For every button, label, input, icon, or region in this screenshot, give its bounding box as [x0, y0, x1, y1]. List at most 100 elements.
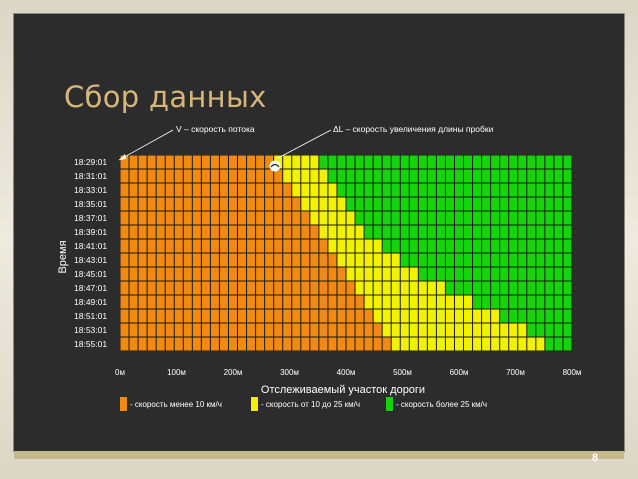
cell-orange — [256, 225, 265, 239]
cell-green — [518, 169, 527, 183]
cell-yellow — [400, 323, 409, 337]
cell-orange — [274, 323, 283, 337]
legend-label: - скорость более 25 км/ч — [396, 400, 487, 409]
cell-green — [445, 225, 454, 239]
cell-yellow — [337, 197, 346, 211]
cell-yellow — [400, 281, 409, 295]
cell-yellow — [445, 295, 454, 309]
cell-green — [328, 169, 337, 183]
cell-green — [527, 197, 536, 211]
cell-orange — [328, 281, 337, 295]
cell-green — [482, 197, 491, 211]
cell-green — [427, 183, 436, 197]
cell-orange — [292, 253, 301, 267]
cell-green — [482, 281, 491, 295]
cell-orange — [156, 211, 165, 225]
cell-orange — [319, 309, 328, 323]
row-label: 18:45:01 — [74, 269, 107, 279]
cell-orange — [256, 295, 265, 309]
cell-green — [500, 197, 509, 211]
cell-orange — [346, 295, 355, 309]
cell-yellow — [391, 295, 400, 309]
cell-green — [536, 253, 545, 267]
cell-orange — [183, 239, 192, 253]
row-labels: 18:29:01 18:31:01 18:33:01 18:35:01 18:37:01… — [74, 157, 107, 349]
annotation-dl: ΔL – скорость увеличения длины пробки — [333, 124, 494, 134]
cell-orange — [120, 183, 129, 197]
cell-green — [427, 225, 436, 239]
cell-green — [554, 239, 563, 253]
cell-orange — [192, 337, 201, 351]
cell-green — [545, 225, 554, 239]
cell-yellow — [482, 337, 491, 351]
cell-orange — [120, 253, 129, 267]
cell-green — [346, 197, 355, 211]
cell-yellow — [454, 337, 464, 351]
column-label: 100м — [167, 368, 186, 377]
cell-green — [391, 183, 400, 197]
cell-green — [563, 211, 572, 225]
cell-orange — [292, 211, 301, 225]
cell-green — [527, 309, 536, 323]
cell-orange — [174, 169, 183, 183]
cell-green — [436, 155, 445, 169]
cell-green — [545, 309, 554, 323]
cell-orange — [201, 197, 210, 211]
cell-orange — [310, 295, 319, 309]
cell-green — [418, 253, 427, 267]
cell-orange — [238, 197, 247, 211]
cell-orange — [283, 239, 292, 253]
cell-orange — [219, 309, 228, 323]
cell-green — [491, 225, 500, 239]
cell-green — [518, 239, 527, 253]
cell-yellow — [355, 253, 364, 267]
cell-orange — [120, 239, 129, 253]
cell-orange — [138, 155, 147, 169]
cell-green — [509, 211, 518, 225]
cell-orange — [201, 239, 210, 253]
cell-green — [373, 183, 382, 197]
cell-yellow — [436, 309, 445, 323]
cell-green — [364, 183, 373, 197]
cell-yellow — [454, 323, 464, 337]
cell-green — [473, 281, 482, 295]
cell-green — [382, 211, 391, 225]
row-label: 18:33:01 — [74, 185, 107, 195]
cell-orange — [283, 281, 292, 295]
cell-green — [527, 323, 536, 337]
cell-orange — [228, 239, 238, 253]
cell-yellow — [391, 337, 400, 351]
cell-green — [454, 281, 464, 295]
cell-green — [491, 239, 500, 253]
cell-orange — [165, 225, 174, 239]
cell-orange — [238, 211, 247, 225]
cell-green — [418, 155, 427, 169]
cell-orange — [337, 323, 346, 337]
cell-orange — [274, 211, 283, 225]
cell-yellow — [373, 281, 382, 295]
cell-yellow — [445, 309, 454, 323]
cell-green — [436, 239, 445, 253]
cell-yellow — [346, 211, 355, 225]
cell-orange — [283, 323, 292, 337]
cell-yellow — [346, 239, 355, 253]
cell-green — [563, 253, 572, 267]
cell-orange — [156, 323, 165, 337]
cell-orange — [210, 183, 219, 197]
cell-green — [536, 267, 545, 281]
cell-yellow — [301, 155, 310, 169]
cell-green — [527, 155, 536, 169]
cell-orange — [265, 155, 274, 169]
cell-orange — [328, 267, 337, 281]
cell-orange — [238, 253, 247, 267]
row-label: 18:35:01 — [74, 199, 107, 209]
cell-orange — [256, 253, 265, 267]
cell-yellow — [310, 197, 319, 211]
cell-orange — [228, 197, 238, 211]
cell-orange — [256, 281, 265, 295]
cell-green — [545, 211, 554, 225]
cell-orange — [373, 323, 382, 337]
cell-orange — [219, 169, 228, 183]
cell-orange — [120, 169, 129, 183]
cell-green — [563, 183, 572, 197]
